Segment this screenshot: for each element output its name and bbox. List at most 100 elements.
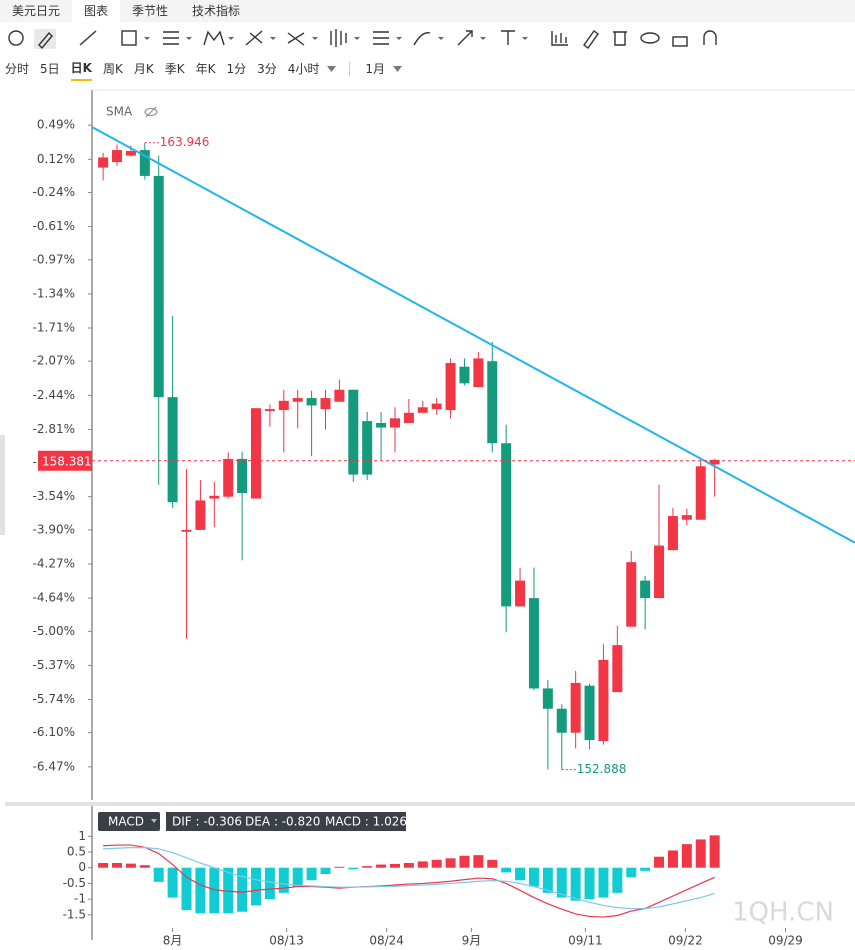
candle-body — [640, 580, 651, 599]
candle-body — [389, 418, 400, 428]
y-tick-label: -1.34% — [33, 286, 75, 300]
y-tick-label: -0.24% — [33, 185, 75, 199]
period[interactable]: 日K — [70, 57, 92, 81]
candle-body — [292, 398, 303, 402]
y-tick-label: -0.5 — [63, 876, 86, 890]
period[interactable]: 1分 — [226, 62, 247, 76]
tool-icon[interactable] — [203, 30, 225, 46]
tool-icon[interactable] — [79, 30, 97, 46]
macd-bar — [473, 855, 484, 868]
macd-bar — [320, 867, 331, 874]
tool-icon[interactable] — [672, 36, 688, 47]
tool-icon[interactable] — [245, 30, 263, 46]
macd-bar — [125, 863, 136, 868]
candle-body — [112, 150, 123, 163]
tab[interactable]: 技术指标 — [192, 4, 241, 18]
candle-body — [473, 358, 484, 387]
tool-icon[interactable] — [373, 31, 389, 45]
macd-bar — [515, 867, 526, 881]
tool-icon[interactable] — [501, 30, 515, 45]
tool-icon[interactable] — [163, 31, 179, 45]
x-tick-label: 8月 — [163, 934, 183, 948]
y-tick-label: -2.81% — [33, 422, 75, 436]
tool-icon[interactable] — [551, 31, 568, 46]
macd-bar — [292, 867, 303, 887]
macd-line — [103, 844, 715, 918]
y-tick-label: 0.49% — [37, 118, 75, 132]
info-box — [166, 812, 406, 831]
y-tick-label: -3.54% — [33, 489, 75, 503]
period[interactable]: 周K — [102, 62, 123, 76]
period[interactable]: 季K — [164, 62, 185, 76]
tool-icon[interactable] — [640, 32, 660, 44]
y-tick-label: 1 — [78, 829, 86, 843]
eye-off-icon[interactable] — [144, 106, 158, 118]
tool-icon[interactable] — [8, 30, 24, 46]
period[interactable]: 4小时 — [287, 62, 320, 76]
tool-icon[interactable] — [38, 31, 53, 50]
macd-bar — [98, 863, 109, 868]
macd-bar — [431, 859, 442, 868]
candle-body — [320, 398, 331, 410]
tool-active[interactable] — [34, 29, 56, 49]
period[interactable]: 3分 — [257, 62, 277, 76]
candle-body — [528, 598, 539, 689]
period[interactable]: 年K — [195, 62, 216, 76]
candle-body — [362, 421, 373, 475]
y-tick-label: -4.64% — [33, 591, 75, 605]
side-handle[interactable] — [0, 435, 5, 535]
candle-body — [681, 515, 692, 520]
tool-icon[interactable] — [583, 30, 599, 49]
candle-body — [515, 580, 526, 607]
macd-bar — [654, 856, 665, 868]
period[interactable]: 5日 — [40, 62, 60, 76]
macd-bar — [334, 866, 345, 868]
trend-line — [91, 126, 855, 544]
y-tick-label: -1.71% — [33, 321, 75, 335]
y-tick-label: -1 — [74, 892, 86, 906]
candle-body — [250, 408, 261, 499]
macd-bar — [626, 867, 637, 878]
indicator-select[interactable] — [98, 812, 160, 831]
range[interactable]: 1月 — [365, 62, 386, 76]
period[interactable]: 分时 — [5, 62, 30, 76]
macd-bar — [403, 863, 414, 868]
macd-bar — [362, 866, 373, 868]
candle-body — [542, 688, 553, 709]
macd-bar — [598, 867, 609, 898]
tab-bar: 美元日元 图表 季节性 技术指标 — [0, 0, 855, 22]
caret[interactable] — [391, 64, 405, 74]
candle-body — [181, 529, 192, 532]
caret-shape — [393, 66, 403, 72]
price-tag-label: 158.381 — [42, 454, 92, 468]
period-bar: 分时 5日 日K 周K 月K 季K 年K 1分 3分 4小时 1月 — [0, 57, 855, 81]
candle-body — [431, 403, 442, 410]
info-text: DIF : -0.306 — [172, 815, 242, 829]
tool-icon[interactable] — [703, 30, 717, 45]
macd-bar — [306, 867, 317, 881]
tab[interactable]: 季节性 — [132, 4, 169, 18]
period[interactable]: 月K — [133, 62, 154, 76]
price-tag — [38, 450, 92, 471]
macd-bar — [501, 867, 512, 873]
y-tick-label: 0 — [78, 860, 86, 874]
watermark: 1QH.CN — [732, 898, 834, 928]
tool-icon[interactable] — [457, 30, 473, 46]
macd-bar — [153, 867, 164, 882]
separator — [349, 62, 351, 76]
caret[interactable] — [325, 64, 339, 74]
tool-icon[interactable] — [330, 29, 347, 47]
tool-icon[interactable] — [287, 32, 305, 46]
candle-body — [125, 151, 136, 156]
y-tick-label: -2.44% — [33, 388, 75, 402]
tool-icon[interactable] — [613, 31, 627, 46]
toolbar-icons — [8, 29, 717, 50]
tool-icon[interactable] — [121, 30, 137, 46]
macd-line — [103, 847, 715, 910]
macd-bar — [640, 867, 651, 871]
tool-icon[interactable] — [413, 32, 431, 46]
indicator-label: SMA — [106, 105, 133, 119]
tab[interactable]: 图表 — [72, 0, 121, 22]
candle-body — [570, 682, 581, 733]
